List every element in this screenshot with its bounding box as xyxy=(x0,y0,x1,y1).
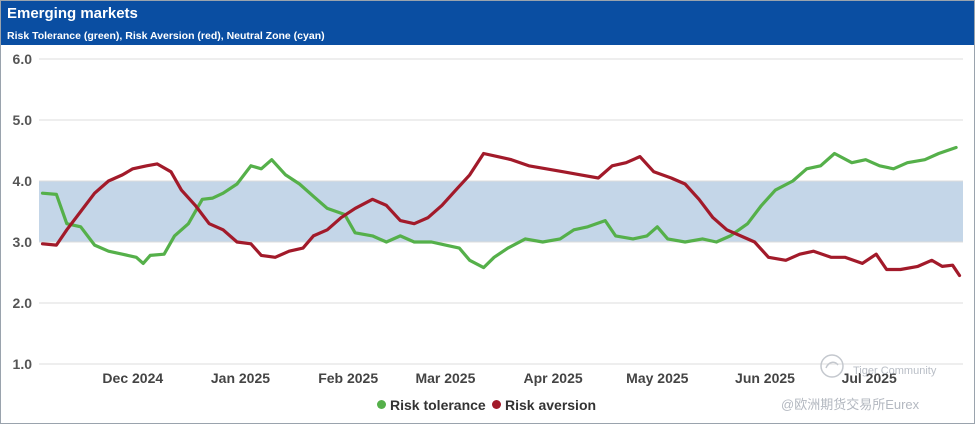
y-tick-label: 2.0 xyxy=(13,295,33,311)
chart-title: Emerging markets xyxy=(7,5,138,22)
x-tick-label: Jun 2025 xyxy=(735,370,795,386)
x-tick-label: May 2025 xyxy=(626,370,688,386)
x-tick-label: Jul 2025 xyxy=(842,370,897,386)
legend-marker-green xyxy=(377,400,386,409)
watermark-handle: @欧洲期货交易所Eurex xyxy=(781,397,920,412)
risk-aversion-line xyxy=(40,151,962,278)
legend-label: Risk aversion xyxy=(505,397,597,413)
chart-header: Emerging markets Risk Tolerance (green),… xyxy=(1,1,974,45)
y-tick-label: 1.0 xyxy=(13,356,33,372)
y-tick-label: 4.0 xyxy=(13,173,33,189)
risk-tolerance-line xyxy=(40,145,958,270)
x-tick-label: Mar 2025 xyxy=(415,370,475,386)
x-tick-label: Apr 2025 xyxy=(524,370,583,386)
legend-marker-red xyxy=(492,400,501,409)
legend-risk-aversion: Risk aversion xyxy=(492,397,596,413)
legend-risk-tolerance: Risk tolerance xyxy=(377,397,486,413)
y-tick-label: 3.0 xyxy=(13,234,33,250)
chart-subtitle: Risk Tolerance (green), Risk Aversion (r… xyxy=(7,30,325,42)
y-tick-label: 5.0 xyxy=(13,112,33,128)
x-tick-label: Dec 2024 xyxy=(102,370,163,386)
watermark-logo-icon xyxy=(820,354,844,378)
watermark-text: Tiger Community xyxy=(853,365,937,377)
x-tick-label: Jan 2025 xyxy=(211,370,270,386)
x-tick-label: Feb 2025 xyxy=(318,370,378,386)
neutral-zone-band xyxy=(39,181,963,242)
legend-label: Risk tolerance xyxy=(390,397,486,413)
y-tick-label: 6.0 xyxy=(13,51,33,67)
